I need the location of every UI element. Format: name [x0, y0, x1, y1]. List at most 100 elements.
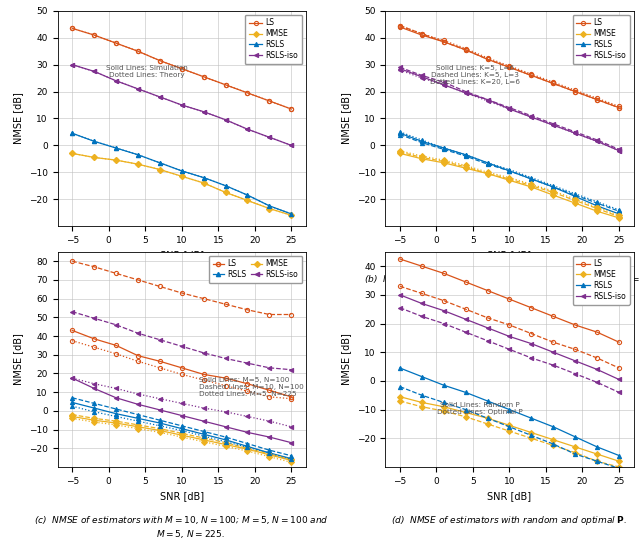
Line: RSLS-iso: RSLS-iso — [70, 62, 293, 147]
LS — [178, 364, 186, 371]
RSLS — [396, 365, 404, 371]
MMSE — [593, 451, 601, 457]
Legend: LS, MMSE, RSLS, RSLS-iso: LS, MMSE, RSLS, RSLS-iso — [573, 15, 630, 64]
LS — [462, 47, 470, 53]
RSLS-iso — [484, 96, 492, 103]
RSLS — [462, 151, 470, 158]
LS — [68, 327, 76, 333]
LS — [134, 352, 142, 359]
RSLS-iso — [68, 375, 76, 381]
RSLS — [572, 193, 579, 200]
RSLS-iso — [506, 333, 513, 340]
Line: LS: LS — [398, 257, 621, 344]
MMSE — [506, 422, 513, 428]
RSLS — [221, 437, 229, 443]
MMSE — [200, 437, 207, 443]
Text: (a)  NMSE of estimators versus SNR.: (a) NMSE of estimators versus SNR. — [100, 273, 264, 282]
RSLS — [506, 168, 513, 174]
LS — [418, 263, 426, 269]
MMSE — [134, 424, 142, 430]
RSLS-iso — [440, 81, 447, 88]
LS — [572, 89, 579, 95]
Y-axis label: NMSE [dB]: NMSE [dB] — [341, 333, 351, 386]
LS — [112, 342, 120, 349]
RSLS-iso — [134, 401, 142, 408]
MMSE — [68, 150, 76, 156]
Line: RSLS-iso: RSLS-iso — [398, 67, 621, 153]
MMSE — [572, 200, 579, 206]
RSLS — [266, 203, 273, 209]
Line: MMSE: MMSE — [70, 151, 293, 217]
RSLS — [527, 176, 535, 182]
RSLS-iso — [593, 138, 601, 144]
MMSE — [615, 458, 623, 464]
RSLS — [287, 211, 295, 217]
MMSE — [396, 150, 404, 156]
RSLS — [68, 399, 76, 406]
MMSE — [112, 420, 120, 426]
RSLS — [112, 411, 120, 417]
Line: RSLS-iso: RSLS-iso — [70, 376, 293, 445]
RSLS-iso — [287, 142, 295, 149]
RSLS-iso — [156, 407, 164, 413]
RSLS-iso — [549, 349, 557, 356]
Text: Solid Lines: Simulation
Dotted Lines: Theory: Solid Lines: Simulation Dotted Lines: Th… — [106, 65, 188, 78]
RSLS — [68, 130, 76, 136]
LS — [221, 81, 229, 88]
RSLS — [418, 138, 426, 144]
RSLS-iso — [572, 358, 579, 364]
MMSE — [156, 166, 164, 173]
MMSE — [156, 427, 164, 434]
LS — [506, 296, 513, 302]
LS — [527, 305, 535, 311]
RSLS — [462, 389, 470, 396]
RSLS — [244, 443, 252, 450]
LS — [527, 72, 535, 79]
RSLS-iso — [418, 73, 426, 80]
Line: LS: LS — [398, 25, 621, 110]
LS — [440, 270, 447, 276]
Text: (d)  NMSE of estimators with random and optimal $\mathbf{P}$.: (d) NMSE of estimators with random and o… — [391, 514, 628, 527]
RSLS-iso — [615, 148, 623, 154]
RSLS — [484, 397, 492, 404]
RSLS-iso — [244, 126, 252, 132]
LS — [440, 39, 447, 45]
LS — [68, 25, 76, 31]
MMSE — [527, 184, 535, 190]
LS — [484, 287, 492, 294]
RSLS-iso — [462, 90, 470, 96]
MMSE — [266, 205, 273, 212]
LS — [593, 329, 601, 336]
Line: LS: LS — [70, 329, 293, 399]
MMSE — [287, 457, 295, 464]
MMSE — [572, 444, 579, 450]
MMSE — [418, 155, 426, 162]
RSLS-iso — [112, 78, 120, 84]
RSLS-iso — [615, 376, 623, 383]
Y-axis label: NMSE [dB]: NMSE [dB] — [341, 92, 351, 144]
MMSE — [112, 157, 120, 163]
MMSE — [90, 417, 98, 424]
RSLS-iso — [593, 366, 601, 372]
MMSE — [484, 415, 492, 421]
RSLS — [156, 160, 164, 166]
X-axis label: SNR [dB]: SNR [dB] — [159, 491, 204, 501]
RSLS — [112, 145, 120, 151]
RSLS — [549, 424, 557, 430]
MMSE — [462, 165, 470, 172]
RSLS-iso — [221, 117, 229, 123]
RSLS — [506, 406, 513, 413]
Legend: LS, MMSE, RSLS, RSLS-iso: LS, MMSE, RSLS, RSLS-iso — [573, 256, 630, 305]
RSLS — [527, 415, 535, 421]
LS — [396, 24, 404, 30]
RSLS — [156, 420, 164, 426]
RSLS — [178, 168, 186, 174]
RSLS — [287, 455, 295, 462]
MMSE — [134, 161, 142, 167]
LS — [287, 394, 295, 400]
MMSE — [418, 399, 426, 406]
LS — [156, 358, 164, 364]
LS — [90, 336, 98, 342]
Line: RSLS: RSLS — [70, 131, 293, 216]
LS — [506, 64, 513, 71]
